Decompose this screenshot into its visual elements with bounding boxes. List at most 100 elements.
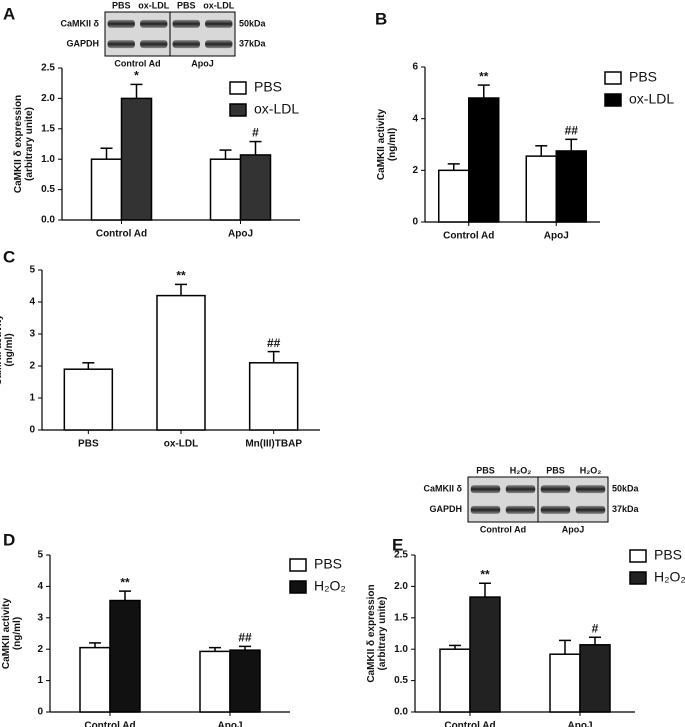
significance-mark: #	[252, 126, 259, 140]
x-tick-label: Mn(III)TBAP	[245, 439, 302, 450]
legend-swatch	[289, 580, 307, 594]
bar	[109, 599, 141, 713]
blot-group-label: ApoJ	[562, 524, 585, 534]
blot-band	[470, 485, 501, 494]
bar	[156, 294, 206, 431]
y-tick-label: 2	[29, 361, 35, 372]
y-tick-label: 4	[412, 113, 418, 124]
bar	[79, 646, 111, 713]
y-tick-label: 0.5	[394, 675, 408, 686]
y-tick-label: 2	[412, 165, 418, 176]
blot-lane-label: PBS	[177, 0, 196, 10]
y-tick-label: 3	[37, 612, 43, 623]
legend-label: ox-LDL	[629, 91, 674, 107]
y-tick-label: 1.5	[394, 612, 408, 623]
blot-group-label: Control Ad	[480, 524, 526, 534]
x-tick-label: Control Ad	[444, 721, 495, 727]
significance-mark: **	[480, 567, 490, 581]
y-axis-label: (ng/ml)	[12, 617, 23, 650]
blot-band	[505, 485, 536, 494]
blot-band	[540, 485, 571, 494]
blot-group-label: ApoJ	[191, 58, 214, 68]
legend-label: ox-LDL	[254, 101, 299, 117]
blot-lane-label: H₂O₂	[510, 465, 532, 475]
blot-size-label: 37kDa	[612, 504, 640, 514]
legend-label: PBS	[314, 556, 342, 572]
x-tick-label: Control Ad	[84, 721, 135, 727]
y-axis-label: CaMKII activity	[376, 108, 387, 180]
panel-letter: C	[3, 247, 15, 266]
bar	[63, 368, 114, 431]
x-tick-label: ox-LDL	[164, 439, 198, 450]
y-tick-label: 0.5	[41, 184, 55, 195]
y-tick-label: 0.0	[394, 707, 408, 718]
x-tick-label: Control Ad	[443, 231, 494, 242]
y-tick-label: 6	[412, 62, 418, 73]
y-tick-label: 3	[29, 329, 35, 340]
blot-size-label: 37kDa	[239, 38, 267, 48]
blot-band	[172, 19, 200, 28]
y-tick-label: 2.5	[41, 63, 55, 74]
y-tick-label: 5	[29, 265, 35, 276]
x-tick-label: ApoJ	[544, 231, 569, 242]
y-axis-label: (ng/ml)	[4, 333, 15, 366]
bar	[239, 154, 272, 221]
blot-band	[107, 19, 135, 28]
y-tick-label: 0	[412, 217, 418, 228]
y-tick-label: 1	[29, 393, 35, 404]
panel-letter: A	[3, 4, 15, 23]
legend-swatch	[629, 549, 647, 563]
significance-mark: ##	[267, 336, 281, 350]
blot-row-label: CaMKII δ	[61, 18, 100, 28]
y-tick-label: 1.0	[394, 644, 408, 655]
y-tick-label: 2	[37, 644, 43, 655]
significance-mark: **	[176, 269, 186, 283]
bar	[248, 362, 299, 431]
y-tick-label: 0.0	[41, 215, 55, 226]
x-tick-label: Control Ad	[96, 229, 147, 240]
bar	[229, 649, 261, 713]
blot-band	[505, 505, 536, 514]
legend-label: H₂O₂	[314, 578, 346, 594]
y-axis-label: (arbitrary unite)	[24, 107, 35, 181]
blot-lane-label: PBS	[112, 0, 131, 10]
bar	[469, 596, 501, 713]
bar	[90, 158, 123, 221]
blot-band	[575, 485, 606, 494]
significance-mark: #	[592, 621, 599, 635]
legend-label: PBS	[254, 79, 282, 95]
legend-label: H₂O₂	[654, 569, 685, 585]
x-tick-label: ApoJ	[228, 229, 253, 240]
blot-lane-label: PBS	[546, 465, 565, 475]
bar	[525, 155, 557, 223]
y-axis-label: CaMKII activity	[0, 314, 4, 386]
y-axis-label: (ng/ml)	[387, 128, 398, 161]
significance-mark: **	[120, 575, 130, 589]
blot-band	[575, 505, 606, 514]
blot-lane-label: H₂O₂	[580, 465, 602, 475]
blot-row-label: GAPDH	[429, 504, 462, 514]
significance-mark: *	[134, 69, 139, 83]
y-tick-label: 1	[37, 675, 43, 686]
legend-swatch	[229, 81, 247, 95]
y-tick-label: 5	[37, 550, 43, 561]
y-axis-label: CaMKII activity	[1, 597, 12, 669]
bar	[209, 158, 242, 221]
y-tick-label: 2.0	[394, 581, 408, 592]
blot-band	[172, 40, 200, 49]
blot-band	[107, 40, 135, 49]
panel-letter: B	[375, 9, 387, 28]
y-tick-label: 4	[29, 297, 35, 308]
blot-band	[540, 505, 571, 514]
y-tick-label: 1.5	[41, 123, 55, 134]
blot-band	[205, 19, 233, 28]
blot-row-label: GAPDH	[66, 38, 99, 48]
y-tick-label: 2.5	[394, 550, 408, 561]
blot-lane-label: PBS	[476, 465, 495, 475]
legend-swatch	[604, 93, 622, 107]
blot-lane-label: ox-LDL	[203, 0, 234, 10]
significance-mark: **	[479, 69, 489, 83]
y-tick-label: 4	[37, 581, 43, 592]
significance-mark: ##	[238, 631, 252, 645]
